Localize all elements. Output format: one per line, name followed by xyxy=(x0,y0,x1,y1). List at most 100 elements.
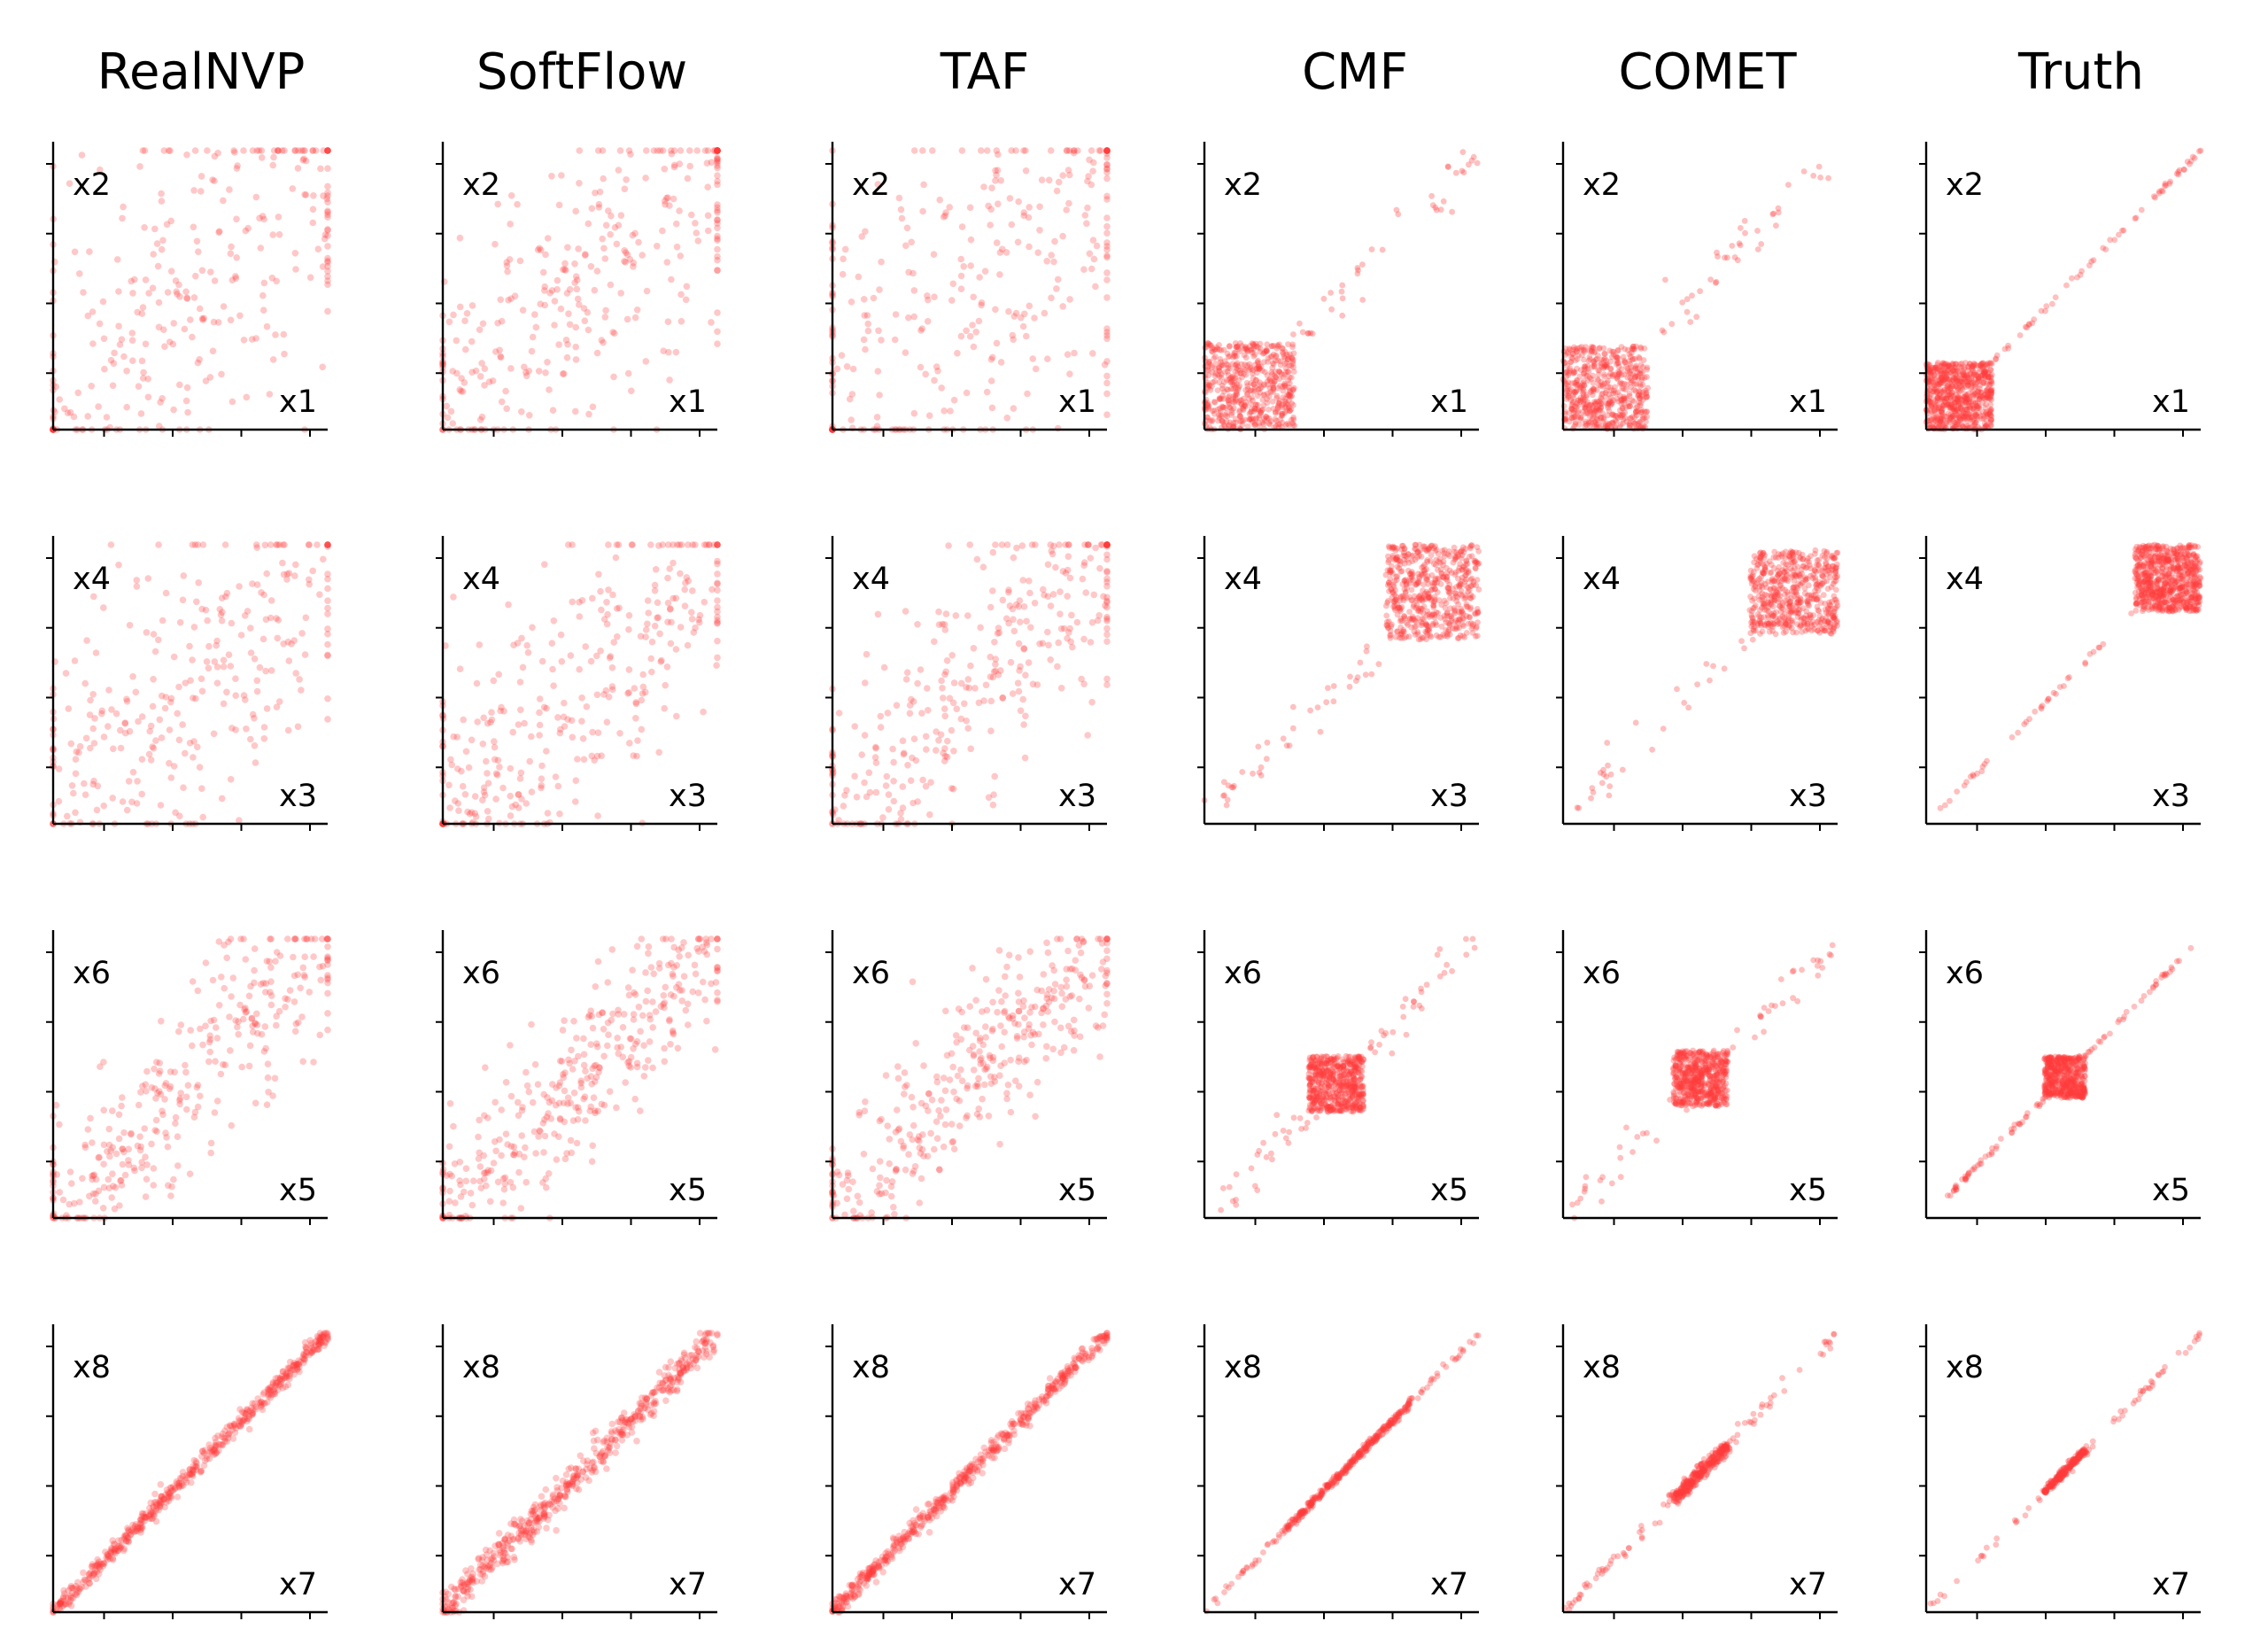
x-variable-label: x1 xyxy=(279,384,317,420)
data-point xyxy=(911,287,918,294)
data-point xyxy=(616,730,623,737)
data-point xyxy=(267,391,274,398)
data-point xyxy=(152,648,159,655)
data-point xyxy=(321,236,329,243)
data-point xyxy=(1023,167,1030,175)
data-point xyxy=(1290,704,1297,710)
data-point xyxy=(657,147,664,154)
data-point xyxy=(923,746,930,753)
data-point xyxy=(673,595,680,602)
data-point xyxy=(261,280,268,287)
data-point xyxy=(67,409,74,416)
data-point xyxy=(630,263,637,270)
data-point xyxy=(1065,541,1072,548)
data-point xyxy=(1226,398,1232,404)
data-point xyxy=(168,695,175,702)
data-point xyxy=(964,725,971,732)
data-point xyxy=(1959,383,1965,389)
data-point xyxy=(563,337,570,344)
data-point xyxy=(963,684,970,691)
data-point xyxy=(1592,422,1598,428)
data-point xyxy=(221,663,228,671)
data-point xyxy=(573,273,580,280)
data-point xyxy=(275,147,282,154)
data-point xyxy=(994,239,1001,246)
data-point xyxy=(1056,179,1063,186)
data-point xyxy=(963,718,970,725)
data-point xyxy=(324,695,331,702)
data-point xyxy=(714,147,721,154)
data-point xyxy=(951,679,958,687)
data-point xyxy=(1952,368,1958,375)
data-point xyxy=(120,204,127,211)
column-title-comet: COMET xyxy=(1618,43,1797,101)
data-point xyxy=(233,216,240,223)
data-point xyxy=(648,669,655,676)
data-point xyxy=(1272,416,1278,423)
data-point xyxy=(1419,564,1425,570)
data-point xyxy=(1250,381,1257,387)
data-point xyxy=(1026,244,1033,251)
data-point xyxy=(983,682,990,689)
data-point xyxy=(139,756,146,763)
data-point xyxy=(179,721,186,728)
data-point xyxy=(604,611,611,618)
data-point xyxy=(574,756,581,763)
panel-softflow-x2-vs-x1: x2x1 xyxy=(436,142,721,437)
data-point xyxy=(74,390,81,397)
data-point xyxy=(1023,333,1030,340)
data-point xyxy=(600,339,607,346)
data-point xyxy=(890,778,897,785)
data-point xyxy=(1985,361,1992,367)
data-point xyxy=(461,317,468,324)
data-point xyxy=(252,759,259,766)
data-point xyxy=(902,608,910,615)
data-point xyxy=(187,316,194,323)
data-point xyxy=(1459,567,1465,573)
data-point xyxy=(1447,553,1453,559)
data-point xyxy=(623,176,630,183)
data-point xyxy=(1423,622,1429,628)
data-point xyxy=(1347,674,1353,680)
data-point xyxy=(1321,296,1328,302)
data-point xyxy=(303,158,310,165)
data-point xyxy=(1799,617,1805,623)
data-point xyxy=(1005,589,1012,596)
data-point xyxy=(168,268,175,275)
data-point xyxy=(965,676,972,683)
data-point xyxy=(1684,309,1691,315)
data-point xyxy=(569,718,576,725)
data-point xyxy=(700,709,707,716)
data-point xyxy=(324,308,331,315)
data-point xyxy=(976,318,983,325)
data-point xyxy=(1454,625,1460,632)
data-point xyxy=(1052,564,1059,571)
data-point xyxy=(572,324,579,331)
data-point xyxy=(1250,398,1256,404)
panel-realnvp-x4-vs-x3: x4x3 xyxy=(46,536,331,831)
data-point xyxy=(156,324,163,331)
data-point xyxy=(140,369,147,376)
data-point xyxy=(194,238,201,245)
data-point xyxy=(883,782,890,789)
data-point xyxy=(259,147,266,154)
data-point xyxy=(1339,289,1345,295)
data-point xyxy=(129,330,136,337)
data-point xyxy=(656,631,663,638)
data-point xyxy=(1054,663,1061,671)
data-point xyxy=(980,563,987,570)
data-point xyxy=(1785,182,1792,188)
data-point xyxy=(964,612,971,619)
data-point xyxy=(959,223,966,230)
data-point xyxy=(541,283,548,291)
data-point xyxy=(942,669,949,676)
data-point xyxy=(1011,628,1018,635)
data-point xyxy=(1434,547,1440,553)
data-point xyxy=(249,336,256,343)
data-point xyxy=(861,780,868,787)
y-variable-label: x2 xyxy=(1946,167,1984,203)
data-point xyxy=(1458,581,1464,587)
data-point xyxy=(1434,609,1440,616)
data-point xyxy=(95,403,102,410)
data-point xyxy=(2100,245,2106,252)
